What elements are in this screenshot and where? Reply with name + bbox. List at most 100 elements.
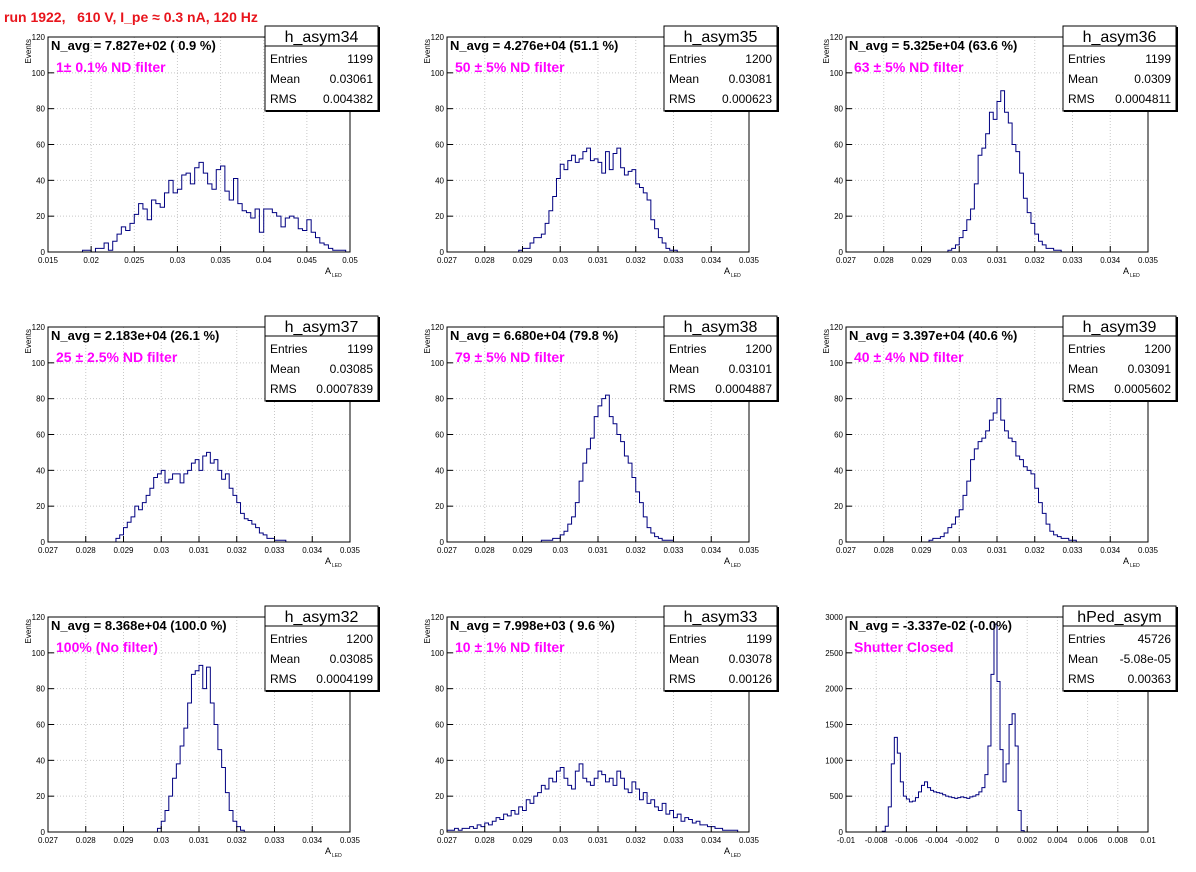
x-tick-label: 0.029: [911, 546, 932, 555]
y-tick-label: 20: [435, 792, 444, 801]
y-tick-label: 40: [834, 176, 843, 185]
histogram-name: h_asym36: [1083, 29, 1157, 46]
stat-label: Entries: [669, 342, 706, 356]
x-axis-label: A: [325, 266, 331, 276]
histogram-name: h_asym35: [684, 29, 758, 46]
y-tick-label: 40: [435, 466, 444, 475]
x-tick-label: 0.031: [987, 546, 1008, 555]
y-tick-label: 40: [435, 756, 444, 765]
y-tick-label: 60: [834, 141, 843, 150]
x-tick-label: 0.03: [153, 836, 169, 845]
x-tick-label: 0.031: [189, 546, 210, 555]
y-tick-label: 3000: [825, 613, 843, 622]
y-tick-label: 2000: [825, 685, 843, 694]
y-axis-label: Events: [423, 329, 432, 353]
histogram-name: hPed_asym: [1077, 609, 1162, 626]
stat-label: RMS: [1068, 92, 1095, 106]
x-tick-label: 0.029: [911, 256, 932, 265]
x-tick-label: 0.045: [297, 256, 318, 265]
y-axis-label: Events: [822, 39, 831, 63]
x-tick-label: 0.031: [588, 546, 609, 555]
y-tick-label: 80: [36, 395, 45, 404]
stat-value: 1199: [1145, 52, 1171, 66]
stats-box-shadow-right: [1176, 317, 1178, 402]
stat-value: 0.0004887: [715, 382, 772, 396]
histogram-name: h_asym34: [285, 29, 359, 46]
x-axis-label: A: [724, 846, 730, 856]
y-tick-label: 80: [36, 105, 45, 114]
y-tick-label: 120: [32, 323, 46, 332]
stat-label: Entries: [270, 342, 307, 356]
filter-annotation: 25 ± 2.5% ND filter: [56, 349, 178, 365]
stat-label: RMS: [270, 672, 297, 686]
filter-annotation: 79 ± 5% ND filter: [455, 349, 565, 365]
x-tick-label: 0.031: [588, 256, 609, 265]
x-tick-label: 0.028: [76, 546, 97, 555]
stats-box: [264, 315, 379, 402]
x-tick-label: 0.002: [1017, 836, 1038, 845]
x-axis-label: A: [1123, 556, 1129, 566]
y-tick-label: 20: [834, 502, 843, 511]
x-tick-label: 0.033: [264, 546, 285, 555]
x-tick-label: 0.035: [739, 836, 760, 845]
x-axis-label-sub: LED: [731, 853, 741, 859]
x-tick-label: 0.035: [340, 546, 361, 555]
x-tick-label: 0.032: [626, 836, 647, 845]
stat-label: RMS: [270, 382, 297, 396]
stat-label: Mean: [669, 362, 699, 376]
histogram-line: [540, 394, 674, 542]
histogram-line: [928, 398, 1077, 542]
stat-label: Mean: [669, 652, 699, 666]
y-tick-label: 20: [36, 502, 45, 511]
stat-value: 1199: [347, 52, 373, 66]
x-tick-label: 0.035: [340, 836, 361, 845]
stats-box-shadow-bottom: [266, 400, 379, 402]
stats-box-shadow-bottom: [665, 400, 778, 402]
stat-label: RMS: [1068, 672, 1095, 686]
y-tick-label: 100: [32, 69, 46, 78]
stat-value: 0.03061: [330, 72, 374, 86]
histogram-name: h_asym32: [285, 609, 359, 626]
x-tick-label: 0.02: [83, 256, 99, 265]
x-tick-label: 0.031: [987, 256, 1008, 265]
stat-value: 1200: [745, 342, 772, 356]
y-tick-label: 20: [834, 212, 843, 221]
x-tick-label: 0.025: [124, 256, 145, 265]
x-tick-label: 0.035: [739, 546, 760, 555]
x-tick-label: 0.04: [256, 256, 272, 265]
x-tick-label: 0.03: [951, 546, 967, 555]
stat-value: 1200: [1144, 342, 1171, 356]
y-tick-label: 20: [36, 212, 45, 221]
y-tick-label: 100: [431, 69, 445, 78]
y-axis-label: Events: [822, 329, 831, 353]
stat-value: 0.0005602: [1114, 382, 1171, 396]
y-tick-label: 120: [830, 323, 844, 332]
x-tick-label: 0.015: [38, 256, 59, 265]
stat-label: Mean: [270, 72, 300, 86]
x-tick-label: 0.032: [227, 836, 248, 845]
y-tick-label: 0: [41, 248, 46, 257]
y-tick-label: 100: [431, 359, 445, 368]
filter-annotation: 1± 0.1% ND filter: [56, 59, 166, 75]
y-tick-label: 100: [431, 649, 445, 658]
stat-label: Entries: [1068, 52, 1105, 66]
y-tick-label: 40: [435, 176, 444, 185]
histogram-line: [947, 90, 1062, 252]
stat-label: RMS: [270, 92, 297, 106]
stat-label: RMS: [669, 672, 696, 686]
y-tick-label: 1500: [825, 721, 843, 730]
stat-label: Entries: [1068, 342, 1105, 356]
navg-title: N_avg = 5.325e+04 (63.6 %): [849, 38, 1017, 53]
histogram-line: [156, 664, 245, 832]
x-tick-label: 0.027: [836, 256, 857, 265]
x-tick-label: 0.035: [1138, 256, 1159, 265]
x-tick-label: 0.034: [1100, 546, 1121, 555]
y-axis-label: Events: [423, 39, 432, 63]
x-tick-label: 0.032: [1025, 256, 1046, 265]
x-tick-label: 0.029: [113, 546, 134, 555]
x-tick-label: 0.027: [437, 256, 458, 265]
x-axis-label: A: [325, 556, 331, 566]
navg-title: N_avg = 7.998e+03 ( 9.6 %): [450, 618, 615, 633]
x-tick-label: 0.033: [663, 546, 684, 555]
